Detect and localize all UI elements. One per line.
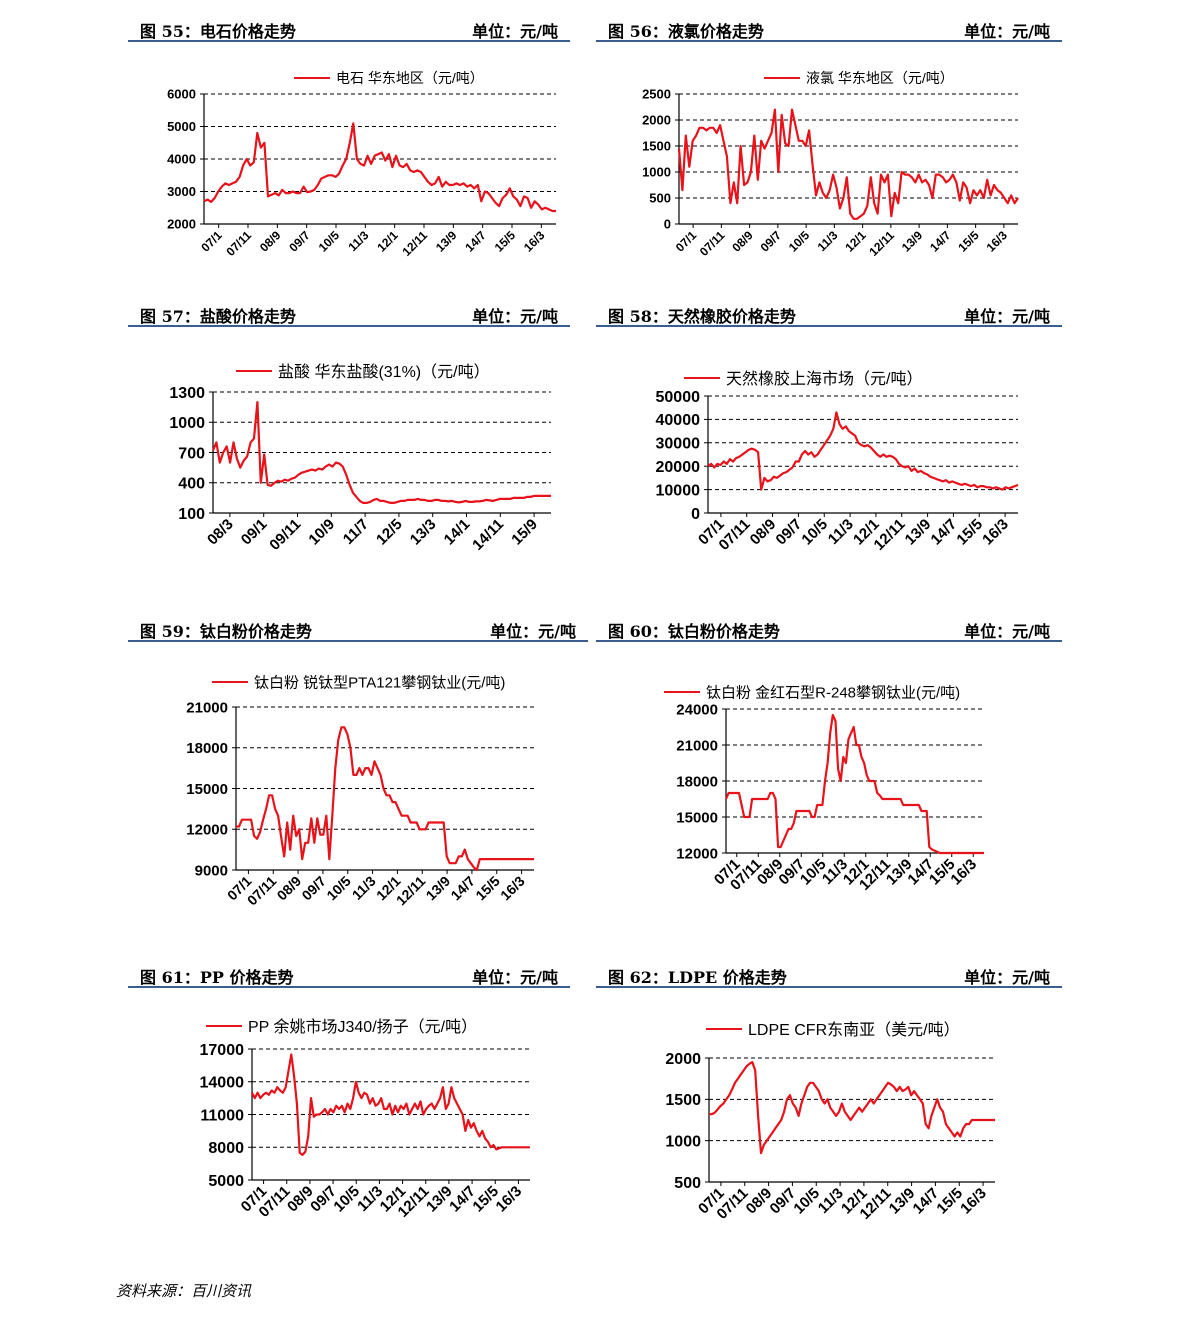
chart-title: 图 59：钛白粉价格走势 [140,622,312,641]
x-tick-label: 16/3 [957,1185,990,1218]
y-tick-label: 10000 [656,482,701,499]
series-line [709,1060,995,1155]
chart-title: 图 56：液氯价格走势 [608,22,764,41]
y-tick-label: 9000 [195,862,228,879]
legend-label: PP 余姚市场J340/扬子（元/吨） [248,1017,477,1036]
panel-header-c62: 图 62：LDPE 价格走势 单位：元/吨 [596,962,1062,988]
y-tick-label: 15000 [676,809,718,826]
panel-header-c58: 图 58：天然橡胶价格走势 单位：元/吨 [596,301,1062,327]
y-tick-label: 5000 [167,119,196,134]
y-tick-label: 500 [674,1175,701,1192]
legend-label: LDPE CFR东南亚（美元/吨） [748,1021,960,1039]
y-tick-label: 40000 [656,412,701,429]
y-tick-label: 30000 [656,436,701,453]
y-tick-label: 18000 [186,740,228,757]
legend-label: 钛白粉 锐钛型PTA121攀钢钛业(元/吨) [254,674,505,691]
chart-title: 图 57：盐酸价格走势 [140,307,296,326]
series-line [236,726,534,872]
chart-unit: 单位：元/吨 [964,622,1050,641]
y-tick-label: 5000 [208,1173,244,1190]
y-tick-label: 1000 [169,415,205,432]
y-tick-label: 1300 [169,385,205,402]
chart-unit: 单位：元/吨 [472,307,558,326]
legend-label: 天然橡胶上海市场（元/吨） [726,370,922,388]
y-tick-label: 15000 [186,781,228,798]
y-tick-label: 2500 [642,87,671,102]
panel-header-c56: 图 56：液氯价格走势 单位：元/吨 [596,16,1062,42]
y-tick-label: 4000 [167,152,196,167]
panel-header-c61: 图 61：PP 价格走势 单位：元/吨 [128,962,570,988]
panel-header-c59: 图 59：钛白粉价格走势 单位：元/吨 [128,616,588,642]
chart-title: 图 61：PP 价格走势 [140,968,294,987]
chart-title: 图 62：LDPE 价格走势 [608,968,787,987]
y-tick-label: 1000 [665,1133,701,1150]
chart-title: 图 55：电石价格走势 [140,22,296,41]
series-line [211,401,551,504]
series-line [724,713,984,855]
source-note: 资料来源：百川资讯 [116,1282,252,1300]
panel-header-c57: 图 57：盐酸价格走势 单位：元/吨 [128,301,570,327]
y-tick-label: 0 [691,506,700,523]
chart-unit: 单位：元/吨 [964,307,1050,326]
y-tick-label: 8000 [208,1140,244,1157]
legend-label: 盐酸 华东盐酸(31%)（元/吨） [278,363,490,381]
chart-unit: 单位：元/吨 [490,622,576,641]
y-tick-label: 12000 [186,822,228,839]
y-tick-label: 24000 [676,701,718,718]
chart-title: 图 58：天然橡胶价格走势 [608,307,796,326]
chart-unit: 单位：元/吨 [964,968,1050,987]
panel-header-c60: 图 60：钛白粉价格走势 单位：元/吨 [596,616,1062,642]
legend-label: 电石 华东地区（元/吨） [336,70,484,86]
series-line [707,411,1019,491]
chart-title: 图 60：钛白粉价格走势 [608,622,780,641]
y-tick-label: 100 [178,506,205,523]
y-tick-label: 1500 [642,139,671,154]
series-line [203,122,556,213]
panel-header-c55: 图 55：电石价格走势 单位：元/吨 [128,16,570,42]
y-tick-label: 50000 [656,389,701,406]
y-tick-label: 0 [664,217,671,232]
chart-unit: 单位：元/吨 [472,968,558,987]
y-tick-label: 6000 [167,87,196,102]
series-line [677,108,1019,220]
y-tick-label: 2000 [167,217,196,232]
y-tick-label: 500 [649,191,671,206]
y-tick-label: 11000 [200,1107,244,1124]
y-tick-label: 1500 [665,1092,701,1109]
y-tick-label: 2000 [665,1051,701,1068]
y-tick-label: 21000 [676,737,718,754]
y-tick-label: 14000 [200,1075,245,1092]
legend-label: 钛白粉 金红石型R-248攀钢钛业(元/吨) [706,684,960,701]
y-tick-label: 3000 [167,184,196,199]
y-tick-label: 1000 [642,165,671,180]
y-tick-label: 2000 [642,113,671,128]
y-tick-label: 400 [178,476,205,493]
y-tick-label: 17000 [200,1042,245,1059]
chart-unit: 单位：元/吨 [472,22,558,41]
y-tick-label: 12000 [676,845,718,862]
y-tick-label: 18000 [676,773,718,790]
series-line [251,1053,530,1157]
legend-label: 液氯 华东地区（元/吨） [806,70,954,86]
chart-unit: 单位：元/吨 [964,22,1050,41]
y-tick-label: 21000 [186,699,228,716]
y-tick-label: 20000 [656,459,701,476]
y-tick-label: 700 [178,445,205,462]
